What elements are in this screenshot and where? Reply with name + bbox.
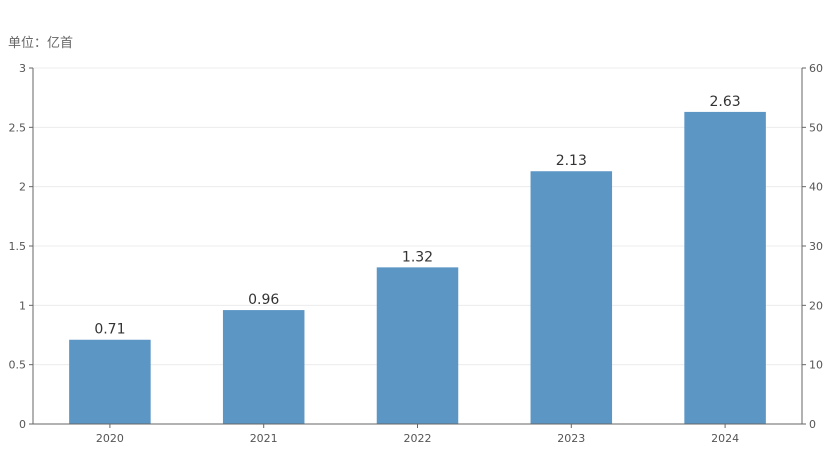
y2-tick-label: 30	[809, 240, 823, 253]
data-label-2024: 2.63	[710, 94, 741, 110]
y2-tick-label: 10	[809, 359, 823, 372]
y2-tick-label: 50	[809, 121, 823, 134]
bar-2021	[222, 310, 305, 424]
data-label-2023: 2.13	[556, 153, 587, 169]
y-tick-label: 0.5	[9, 359, 27, 372]
y-tick-label: 1	[19, 299, 26, 312]
y2-tick-label: 60	[809, 62, 823, 75]
y-tick-label: 1.5	[9, 240, 27, 253]
y2-tick-label: 0	[809, 418, 816, 431]
x-tick-label-2024: 2024	[711, 432, 739, 445]
bar-2024	[684, 111, 766, 424]
axes	[29, 67, 806, 428]
labels: 0.7120200.9620211.3220222.1320232.632024…	[9, 62, 824, 445]
y-tick-label: 0	[19, 418, 26, 431]
y2-tick-label: 40	[809, 181, 823, 194]
y-tick-label: 2	[19, 181, 26, 194]
x-tick-label-2022: 2022	[404, 432, 432, 445]
data-label-2022: 1.32	[402, 249, 433, 265]
x-tick-label-2023: 2023	[557, 432, 585, 445]
data-label-2021: 0.96	[248, 292, 279, 308]
data-label-2020: 0.71	[94, 322, 125, 338]
bar-2023	[530, 171, 613, 424]
bars	[69, 111, 766, 424]
y-tick-label: 3	[19, 62, 26, 75]
y-tick-label: 2.5	[9, 121, 27, 134]
unit-label: 单位：亿首	[8, 36, 74, 51]
bar-2020	[69, 339, 151, 424]
x-tick-label-2020: 2020	[96, 432, 124, 445]
x-tick-label-2021: 2021	[250, 432, 278, 445]
y2-tick-label: 20	[809, 299, 823, 312]
bar-2022	[376, 267, 459, 424]
